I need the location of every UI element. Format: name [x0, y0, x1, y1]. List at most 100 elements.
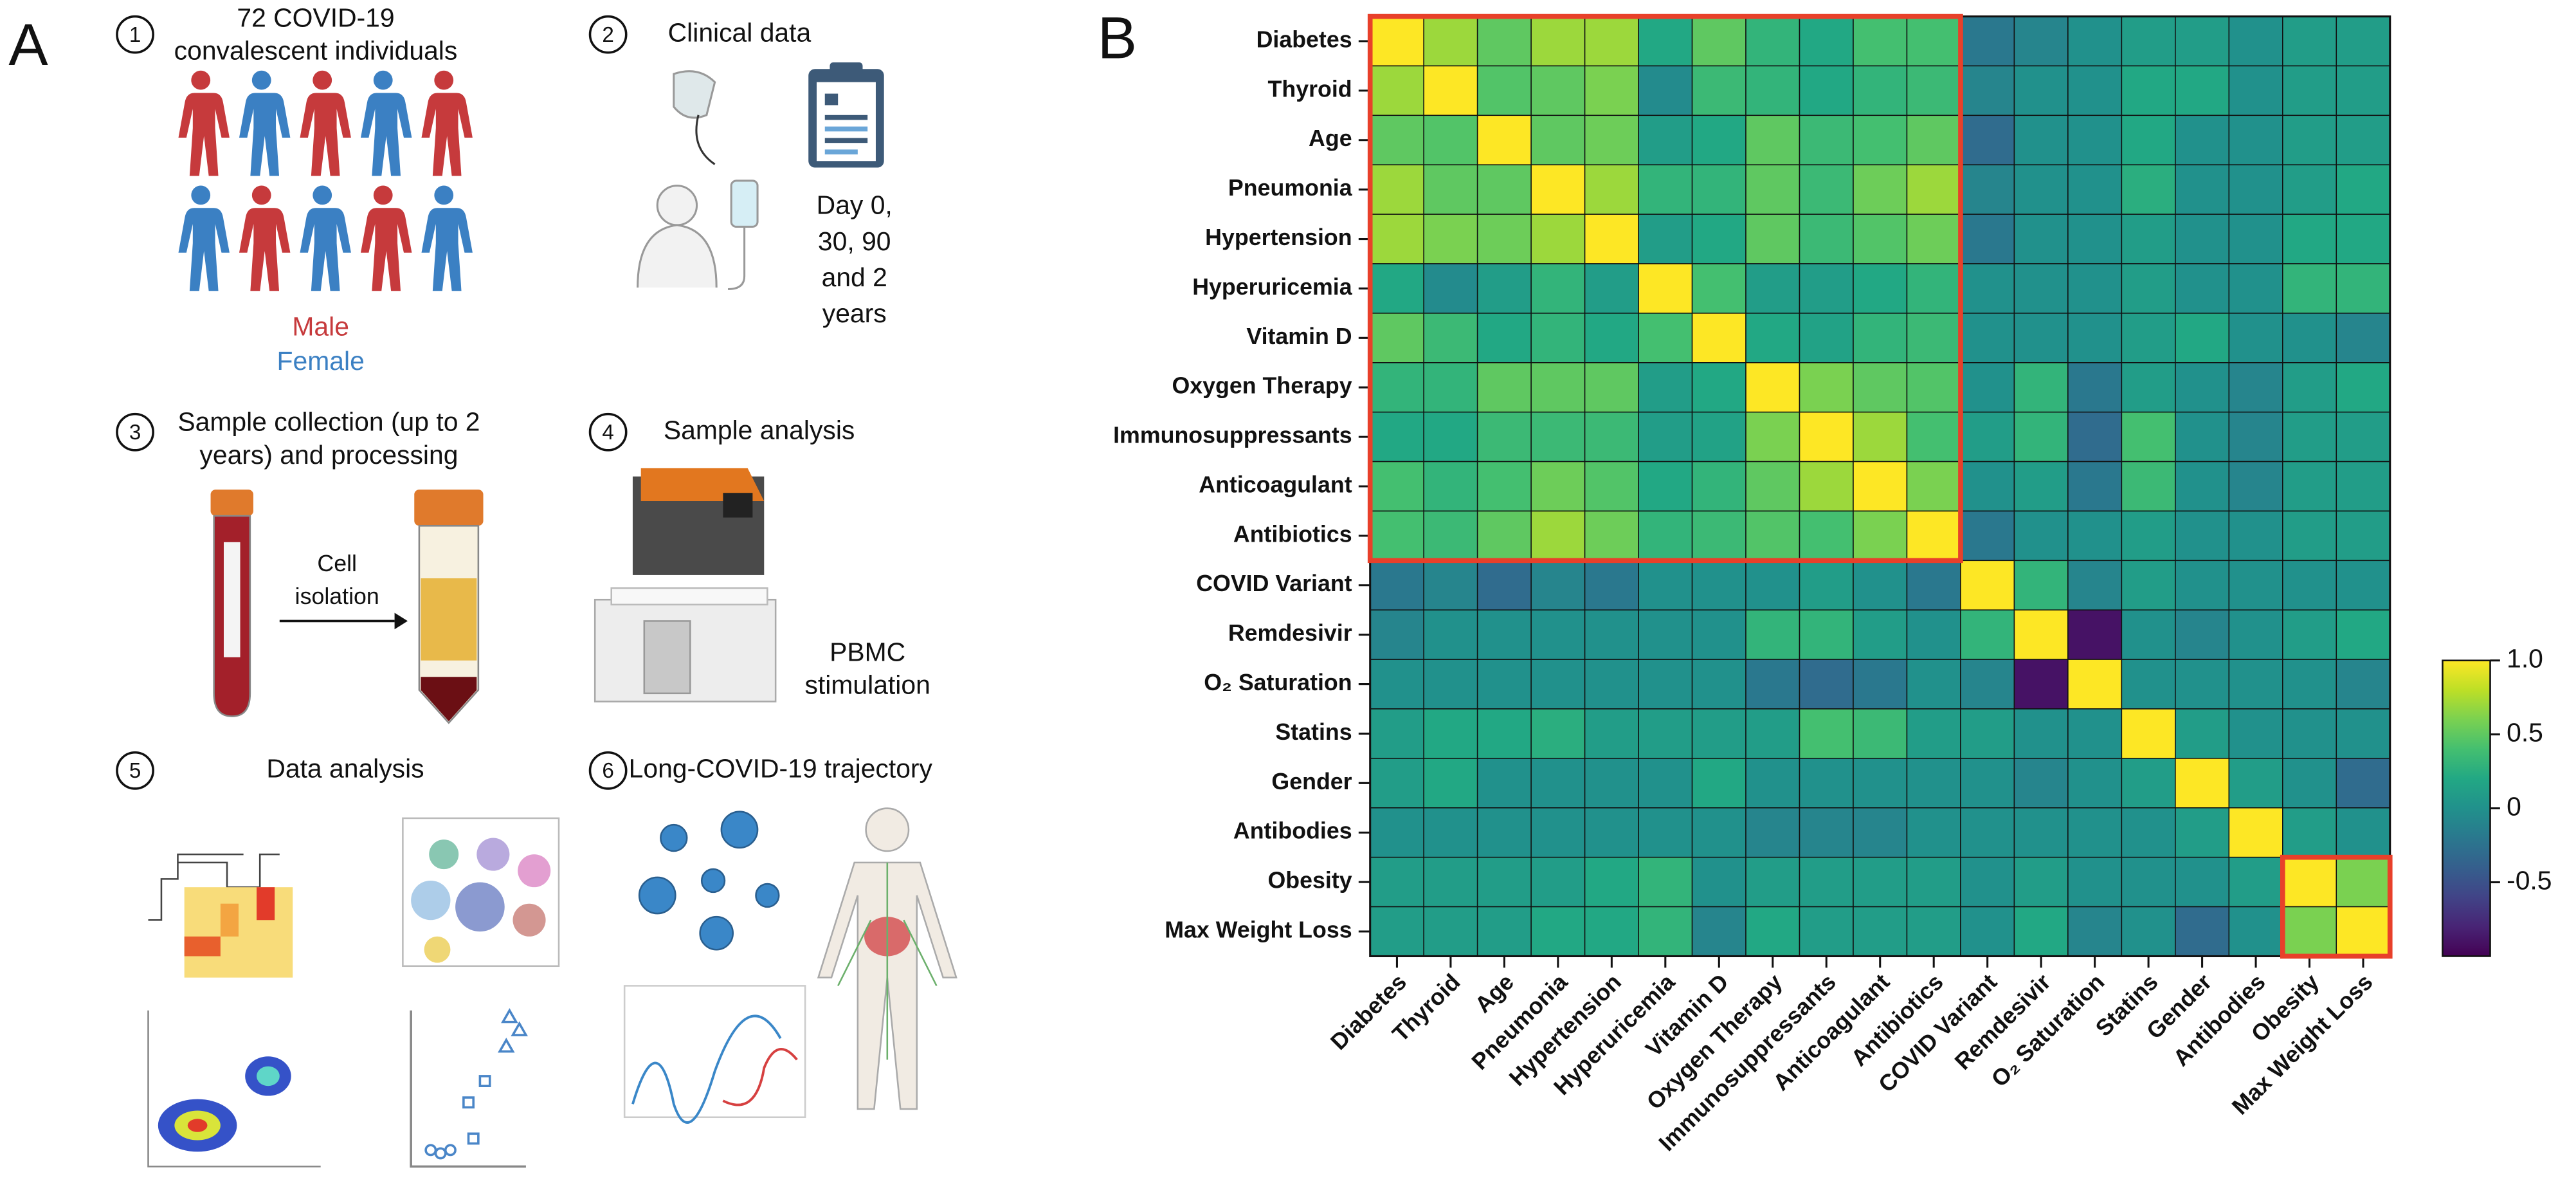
step-title: Clinical data: [668, 17, 812, 47]
heat-cell: [2175, 560, 2230, 610]
heat-cell: [2282, 313, 2337, 363]
step-3: 3 Sample collection (up to 2 years) and …: [116, 407, 484, 724]
heat-cell: [1584, 510, 1639, 562]
heat-cell: [1960, 708, 2015, 759]
heat-cell: [1745, 758, 1800, 809]
heat-cell: [1423, 15, 1478, 67]
heat-cell: [2175, 758, 2230, 809]
heat-cell: [1691, 906, 1746, 957]
heat-cell: [2013, 659, 2069, 710]
heat-cell: [1799, 906, 1854, 957]
heat-cell: [2067, 560, 2123, 610]
heat-cell: [2067, 313, 2123, 363]
step-note: Day 0,: [817, 190, 893, 220]
heat-cell: [2282, 362, 2337, 413]
heat-cell: [1584, 708, 1639, 759]
heat-cell: [1530, 411, 1586, 463]
heat-cell: [1691, 15, 1746, 67]
heat-cell: [1960, 214, 2015, 264]
heat-cell: [2228, 807, 2283, 858]
row-label: Diabetes: [1256, 26, 1352, 52]
heat-cell: [2067, 214, 2123, 264]
heat-cell: [2013, 708, 2069, 759]
heat-cell: [1476, 263, 1532, 314]
heat-cell: [1960, 906, 2015, 957]
heat-cell: [1691, 362, 1746, 413]
heat-cell: [1423, 115, 1478, 165]
step-number: 3: [129, 421, 141, 445]
heat-cell: [1906, 214, 1961, 264]
heat-cell: [1638, 510, 1693, 562]
heat-cell: [1584, 609, 1639, 660]
heat-cell: [1745, 659, 1800, 710]
heat-cell: [2282, 461, 2337, 512]
heat-cell: [1584, 411, 1639, 463]
heat-cell: [2175, 411, 2230, 463]
virus-icons: [638, 811, 780, 951]
colorbar-tick-label: 0: [2507, 791, 2521, 821]
heat-cell: [2121, 461, 2176, 512]
heat-cell: [1960, 510, 2015, 562]
row-label: Vitamin D: [1246, 324, 1352, 349]
heat-cell: [1799, 164, 1854, 215]
heat-cell: [1369, 659, 1424, 710]
heat-cell: [2175, 214, 2230, 264]
heat-cell: [1638, 609, 1693, 660]
heat-cell: [1799, 758, 1854, 809]
heat-cell: [2228, 411, 2283, 463]
heat-cell: [1423, 362, 1478, 413]
patient-icon: [637, 70, 759, 291]
heat-cell: [1745, 362, 1800, 413]
legend-female: Female: [277, 346, 365, 376]
heat-cell: [1638, 560, 1693, 610]
heat-cell: [2282, 15, 2337, 67]
step-2: 2 Clinical data Day 0, 30, 90 and 2 year…: [588, 15, 893, 328]
heat-cell: [2228, 115, 2283, 165]
heat-cell: [1530, 708, 1586, 759]
heat-cell: [1745, 807, 1800, 858]
heat-cell: [1638, 164, 1693, 215]
heat-cell: [1476, 758, 1532, 809]
heat-cell: [2013, 65, 2069, 116]
heat-cell: [1423, 659, 1478, 710]
step-title: years) and processing: [199, 440, 458, 470]
heat-cell: [1906, 560, 1961, 610]
heat-cell: [1423, 758, 1478, 809]
step-circle: [588, 751, 628, 790]
heat-cell: [2121, 856, 2176, 908]
heat-cell: [1369, 362, 1424, 413]
heat-cell: [1960, 609, 2015, 660]
heat-cell: [2336, 411, 2391, 463]
heat-cell: [1691, 560, 1746, 610]
step-number: 1: [129, 23, 141, 47]
heat-cell: [1584, 807, 1639, 858]
heat-cell: [1853, 856, 1908, 908]
step-circle: [116, 15, 154, 54]
heat-cell: [2121, 807, 2176, 858]
step-number: 2: [602, 23, 613, 47]
heat-cell: [1799, 313, 1854, 363]
heat-cell: [2067, 659, 2123, 710]
heat-cell: [2282, 65, 2337, 116]
heat-cell: [1476, 411, 1532, 463]
heat-cell: [1584, 263, 1639, 314]
heat-cell: [2336, 263, 2391, 314]
step-4: 4 Sample analysis PBMC stimulation: [588, 412, 930, 702]
heat-cell: [1960, 164, 2015, 215]
heat-cell: [2067, 15, 2123, 67]
heat-cell: [1530, 214, 1586, 264]
heat-cell: [1423, 263, 1478, 314]
heat-cell: [2336, 758, 2391, 809]
heat-cell: [1638, 362, 1693, 413]
heat-cell: [2228, 65, 2283, 116]
heat-cell: [1530, 65, 1586, 116]
row-label: Max Weight Loss: [1165, 917, 1352, 942]
heat-cell: [2067, 708, 2123, 759]
heat-cell: [1960, 65, 2015, 116]
heat-cell: [1584, 15, 1639, 67]
heat-cell: [1799, 115, 1854, 165]
heat-cell: [2336, 461, 2391, 512]
colorbar: [2442, 659, 2491, 957]
heat-cell: [1906, 15, 1961, 67]
heat-cell: [1691, 164, 1746, 215]
